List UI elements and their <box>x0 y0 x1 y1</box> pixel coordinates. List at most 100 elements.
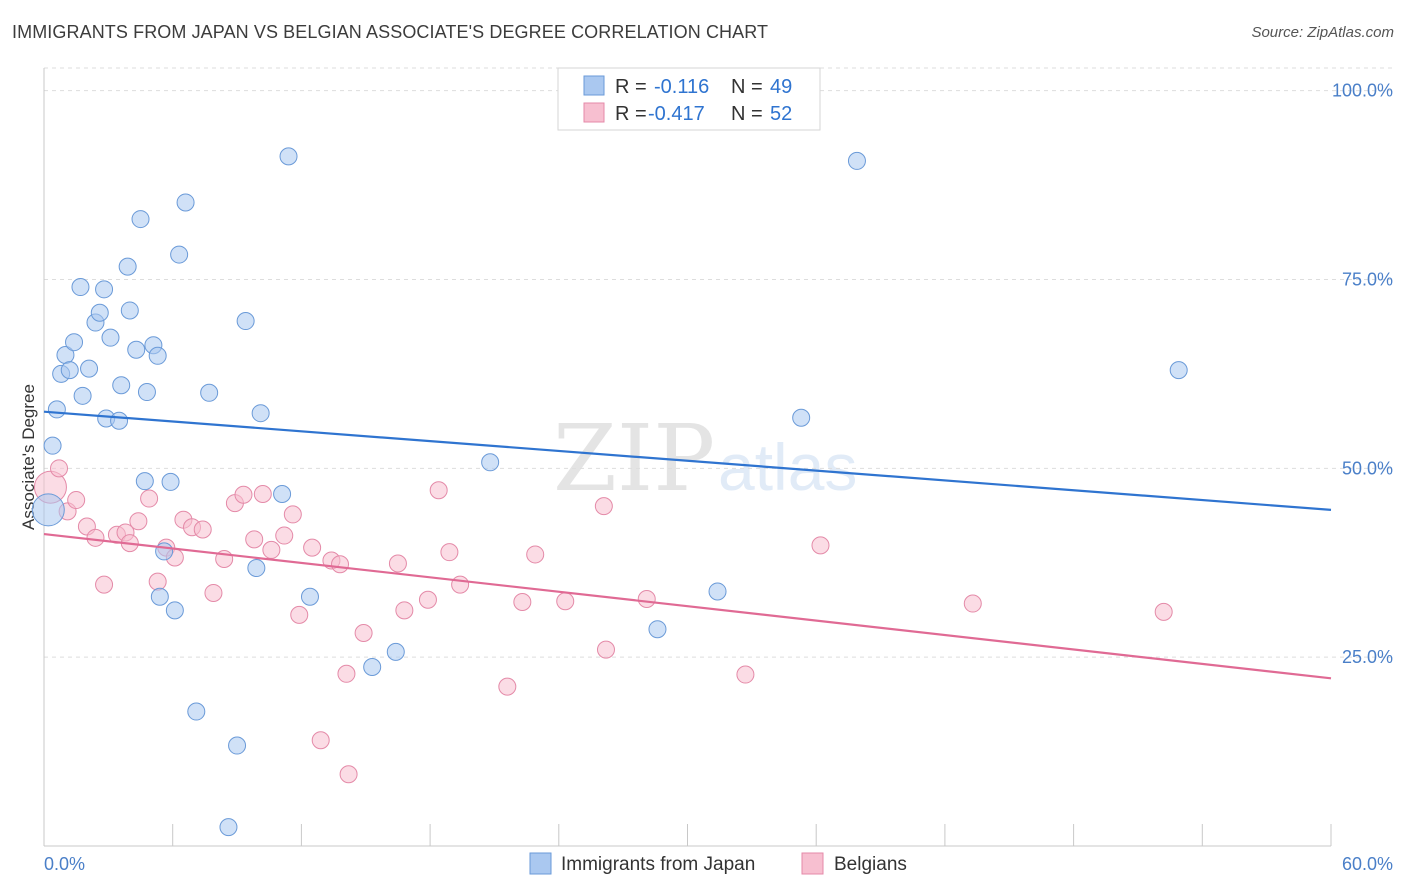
japan-point <box>236 312 255 331</box>
belgians-point <box>354 623 373 642</box>
japan-point <box>127 340 146 359</box>
belgians-point <box>451 575 470 594</box>
belgians-point <box>429 481 448 500</box>
japan-point <box>792 408 811 427</box>
japan-point <box>95 280 114 299</box>
belgians-point <box>637 590 656 609</box>
japan-point <box>101 328 120 347</box>
belgians-point <box>234 485 253 504</box>
correlation-legend: R = -0.116 N = 49 R = -0.417 N = 52 <box>557 67 821 131</box>
belgians-point <box>594 497 613 516</box>
legend-n-value-belgians: 52 <box>770 103 792 125</box>
japan-point <box>118 257 137 276</box>
japan-point <box>165 601 184 620</box>
japan-point <box>31 493 65 527</box>
japan-point <box>1169 361 1188 380</box>
japan-point <box>219 818 238 837</box>
series-legend: Immigrants from Japan Belgians <box>529 852 907 875</box>
x-axis-ticks <box>43 824 1332 846</box>
japan-point <box>847 151 866 170</box>
japan-point <box>90 303 109 322</box>
belgians-point <box>140 489 159 508</box>
japan-point <box>150 587 169 606</box>
belgians-point <box>498 677 517 696</box>
belgians-point <box>556 592 575 611</box>
watermark-atlas: atlas <box>718 430 857 504</box>
belgians-point <box>339 765 358 784</box>
belgians-point <box>337 664 356 683</box>
bottom-legend-swatch-japan <box>529 852 552 875</box>
japan-point <box>708 582 727 601</box>
belgians-point <box>283 505 302 524</box>
belgians-point <box>526 545 545 564</box>
japan-point <box>161 472 180 491</box>
belgians-point <box>275 526 294 545</box>
x-tick-label-min: 0.0% <box>44 854 85 874</box>
japan-point <box>60 361 79 380</box>
japan-point <box>481 453 500 472</box>
belgians-point <box>193 520 212 539</box>
japan-point <box>279 147 298 166</box>
belgians-point <box>311 731 330 750</box>
page-title: IMMIGRANTS FROM JAPAN VS BELGIAN ASSOCIA… <box>12 22 769 42</box>
japan-point <box>43 436 62 455</box>
japan-point <box>47 400 66 419</box>
japan-points <box>31 147 1188 837</box>
japan-point <box>187 702 206 721</box>
bottom-legend-swatch-belgians <box>801 852 824 875</box>
japan-point <box>363 657 382 676</box>
belgians-point <box>50 459 69 478</box>
belgians-point <box>388 554 407 573</box>
japan-point <box>200 383 219 402</box>
japan-point <box>110 411 129 430</box>
japan-point <box>148 346 167 365</box>
belgians-point <box>1154 602 1173 621</box>
source-label: Source: ZipAtlas.com <box>1251 24 1394 41</box>
legend-n-label-japan: N = <box>731 76 763 98</box>
japan-point <box>251 404 270 423</box>
y-tick-labels: 25.0% 50.0% 75.0% 100.0% <box>1332 81 1393 668</box>
belgians-point <box>963 594 982 613</box>
legend-r-value-japan: -0.116 <box>654 76 709 98</box>
japan-point <box>137 383 156 402</box>
legend-r-value-belgians: -0.417 <box>648 103 705 125</box>
bottom-legend-label-japan: Immigrants from Japan <box>561 854 755 875</box>
x-tick-label-max: 60.0% <box>1342 854 1393 874</box>
belgians-point <box>440 543 459 562</box>
japan-point <box>131 210 150 229</box>
legend-r-label-japan: R = <box>615 76 647 98</box>
japan-point <box>170 245 189 264</box>
legend-n-label-belgians: N = <box>731 103 763 125</box>
legend-r-label-belgians: R = <box>615 103 647 125</box>
belgians-point <box>395 601 414 620</box>
belgians-point <box>513 593 532 612</box>
belgians-point <box>811 536 830 555</box>
y-axis-title: Associate's Degree <box>19 384 38 530</box>
belgians-point <box>418 590 437 609</box>
belgians-point <box>129 512 148 531</box>
japan-point <box>112 376 131 395</box>
belgians-points <box>33 459 1173 784</box>
y-tick-label: 25.0% <box>1342 647 1393 667</box>
belgians-point <box>86 528 105 547</box>
belgians-point <box>303 538 322 557</box>
belgians-point <box>204 583 223 602</box>
japan-point <box>228 736 247 755</box>
japan-point <box>73 386 92 405</box>
japan-point <box>176 193 195 212</box>
belgians-point <box>95 575 114 594</box>
belgians-point <box>290 605 309 624</box>
legend-swatch-belgians <box>583 102 605 123</box>
belgians-point <box>736 665 755 684</box>
japan-point <box>247 559 266 578</box>
y-tick-label: 100.0% <box>1332 81 1393 101</box>
belgians-point <box>262 540 281 559</box>
watermark: ZIP atlas <box>553 405 857 512</box>
belgians-trend-line <box>43 532 1332 680</box>
japan-point <box>65 333 84 352</box>
japan-point <box>135 472 154 491</box>
y-tick-label: 75.0% <box>1342 269 1393 289</box>
japan-point <box>386 642 405 661</box>
japan-trend-line <box>43 410 1332 511</box>
